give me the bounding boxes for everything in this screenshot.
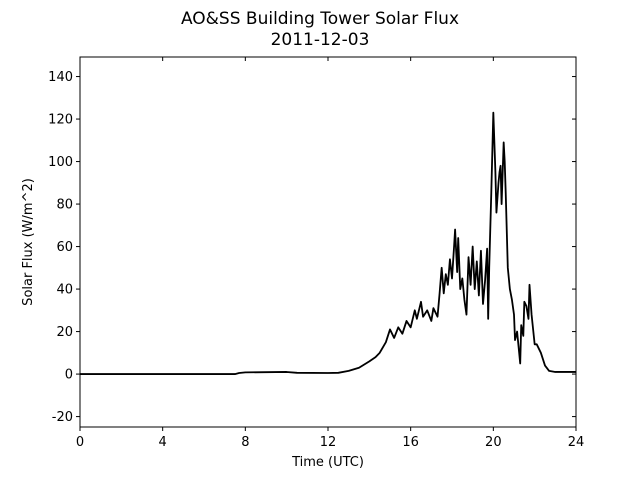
x-tick-label: 8 [241, 435, 249, 450]
y-tick-label: 80 [56, 198, 73, 213]
y-tick-label: 40 [56, 283, 73, 298]
chart-title: AO&SS Building Tower Solar Flux [181, 9, 459, 29]
x-tick-label: 12 [320, 435, 337, 450]
y-tick-label: 60 [56, 240, 73, 255]
y-tick-label: 20 [56, 325, 73, 340]
x-tick-label: 0 [76, 435, 84, 450]
x-tick-label: 20 [485, 435, 502, 450]
y-tick-label: 0 [65, 368, 73, 383]
plot-frame [79, 56, 577, 428]
x-tick-label: 16 [402, 435, 419, 450]
x-axis-label: Time (UTC) [291, 455, 364, 470]
y-tick-label: 100 [48, 155, 73, 170]
y-tick-label: -20 [52, 410, 73, 425]
y-tick-label: 140 [48, 70, 73, 85]
y-axis-label: Solar Flux (W/m^2) [21, 178, 36, 306]
chart-subtitle: 2011-12-03 [271, 30, 370, 50]
y-tick-label: 120 [48, 113, 73, 128]
x-tick-label: 24 [568, 435, 585, 450]
data-line [80, 111, 576, 375]
x-tick-label: 4 [159, 435, 167, 450]
